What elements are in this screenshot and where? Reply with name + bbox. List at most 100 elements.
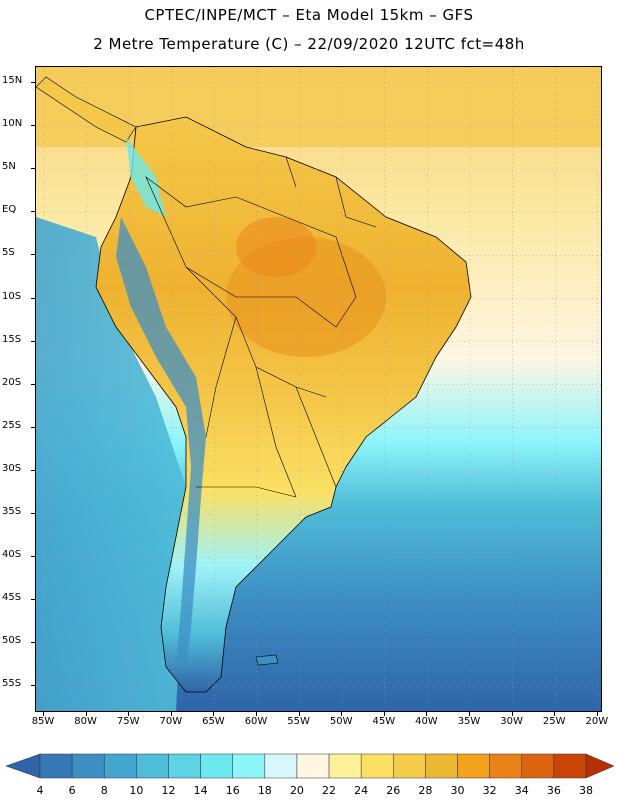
colorbar-label: 10: [129, 784, 144, 797]
colorbar-segment: [71, 753, 105, 779]
colorbar-label: 20: [289, 784, 304, 797]
colorbar-label: 18: [257, 784, 272, 797]
lon-label: 45W: [372, 716, 396, 727]
colorbar-segment: [103, 753, 137, 779]
lon-label: 20W: [585, 716, 609, 727]
colorbar-segment: [489, 753, 523, 779]
colorbar-label: 12: [161, 784, 176, 797]
lat-label: 5N: [2, 161, 16, 173]
colorbar-segment: [200, 753, 233, 779]
colorbar-segment: [328, 753, 362, 779]
lon-tick: [383, 712, 385, 716]
colorbar-segment: [136, 753, 169, 779]
lat-tick: [31, 513, 35, 514]
lat-tick: [31, 469, 35, 471]
temperature-map[interactable]: [35, 66, 602, 712]
colorbar-label: 32: [482, 784, 497, 797]
colorbar-segment: [39, 753, 73, 779]
colorbar-segment: [296, 753, 330, 779]
lat-tick: [31, 297, 35, 299]
lon-tick: [256, 712, 257, 716]
lon-label: 80W: [74, 716, 97, 727]
lat-tick: [31, 125, 35, 127]
lat-tick: [31, 685, 35, 687]
lon-tick: [43, 712, 44, 716]
colorbar-label: 38: [579, 784, 593, 797]
lon-label: 50W: [329, 716, 353, 727]
colorbar-label: 16: [225, 784, 240, 797]
lat-label: 5S: [2, 247, 15, 259]
colorbar-arrow-high: [585, 753, 615, 779]
lat-tick: [31, 82, 35, 83]
colorbar-label: 6: [68, 784, 76, 797]
lon-tick: [426, 712, 428, 716]
lon-tick: [170, 712, 172, 716]
lat-tick: [31, 426, 35, 428]
lat-label: 50S: [2, 635, 22, 647]
lat-label: 30S: [2, 462, 22, 474]
colorbar-segment: [521, 753, 555, 779]
lat-label: 10N: [2, 118, 23, 130]
lon-label: 25W: [542, 716, 566, 727]
colorbar-segment: [553, 753, 587, 779]
lat-label: 40S: [2, 549, 22, 561]
colorbar-label: 14: [193, 784, 208, 797]
lat-label: 55S: [2, 678, 22, 690]
colorbar-segment: [232, 753, 266, 779]
colorbar-label: 4: [36, 784, 44, 797]
lat-label: EQ: [2, 204, 17, 216]
lat-label: 10S: [2, 290, 22, 302]
lat-label: 15S: [2, 333, 22, 345]
colorbar-label: 24: [354, 784, 369, 797]
lon-tick: [341, 712, 343, 716]
lon-label: 85W: [31, 716, 55, 727]
lon-label: 35W: [457, 716, 481, 727]
lon-label: 60W: [244, 716, 268, 727]
temperature-field: [36, 67, 601, 711]
lon-tick: [128, 712, 130, 716]
lat-tick: [31, 383, 35, 385]
colorbar-label: 30: [450, 784, 465, 797]
colorbar-segment: [457, 753, 490, 779]
lat-tick: [31, 556, 35, 558]
lon-tick: [554, 712, 556, 716]
lat-tick: [31, 642, 35, 644]
lon-tick: [596, 712, 598, 716]
lat-label: 20S: [2, 376, 22, 388]
colorbar-segment: [360, 753, 394, 779]
colorbar-label: 36: [546, 784, 561, 797]
lon-tick: [469, 712, 470, 716]
lat-label: 45S: [2, 592, 22, 604]
lon-label: 65W: [202, 716, 225, 727]
colorbar-label: 34: [514, 784, 529, 797]
lon-tick: [213, 712, 215, 716]
colorbar-segment: [264, 753, 298, 779]
lat-tick: [31, 254, 35, 256]
colorbar-segment: [393, 753, 426, 779]
colorbar-label: 8: [100, 784, 108, 797]
lat-tick: [31, 599, 35, 601]
lat-label: 35S: [2, 506, 22, 517]
lon-label: 75W: [116, 716, 140, 727]
lat-label: 15N: [2, 75, 23, 86]
lat-label: 25S: [2, 419, 22, 431]
lat-tick: [31, 211, 35, 213]
colorbar-segment: [425, 753, 458, 779]
lon-label: 70W: [159, 716, 183, 727]
colorbar-label: 26: [386, 784, 401, 797]
map-title-line1: CPTEC/INPE/MCT – Eta Model 15km – GFS: [144, 6, 474, 24]
colorbar-label: 22: [322, 784, 337, 797]
colorbar-label: 28: [418, 784, 433, 797]
colorbar-segment: [168, 753, 201, 779]
temperature-colorbar: [5, 753, 615, 779]
lon-tick: [85, 712, 87, 716]
lon-label: 40W: [415, 716, 438, 727]
lon-tick: [298, 712, 300, 716]
lat-tick: [31, 340, 35, 342]
colorbar-arrow-low: [5, 753, 41, 779]
map-title-line2: 2 Metre Temperature (C) – 22/09/2020 12U…: [93, 35, 525, 53]
lon-label: 30W: [500, 716, 523, 727]
lon-label: 55W: [287, 716, 310, 727]
lon-tick: [511, 712, 513, 716]
lat-tick: [31, 168, 35, 170]
